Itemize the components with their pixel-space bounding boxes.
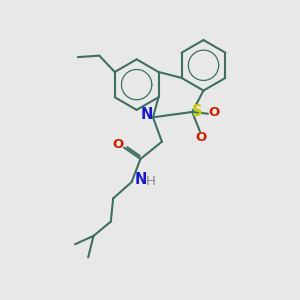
Text: N: N (140, 107, 153, 122)
Text: S: S (192, 104, 202, 119)
Text: N: N (134, 172, 147, 187)
Text: O: O (112, 138, 123, 151)
Text: O: O (209, 106, 220, 119)
Text: H: H (146, 175, 156, 188)
Text: O: O (196, 131, 207, 144)
